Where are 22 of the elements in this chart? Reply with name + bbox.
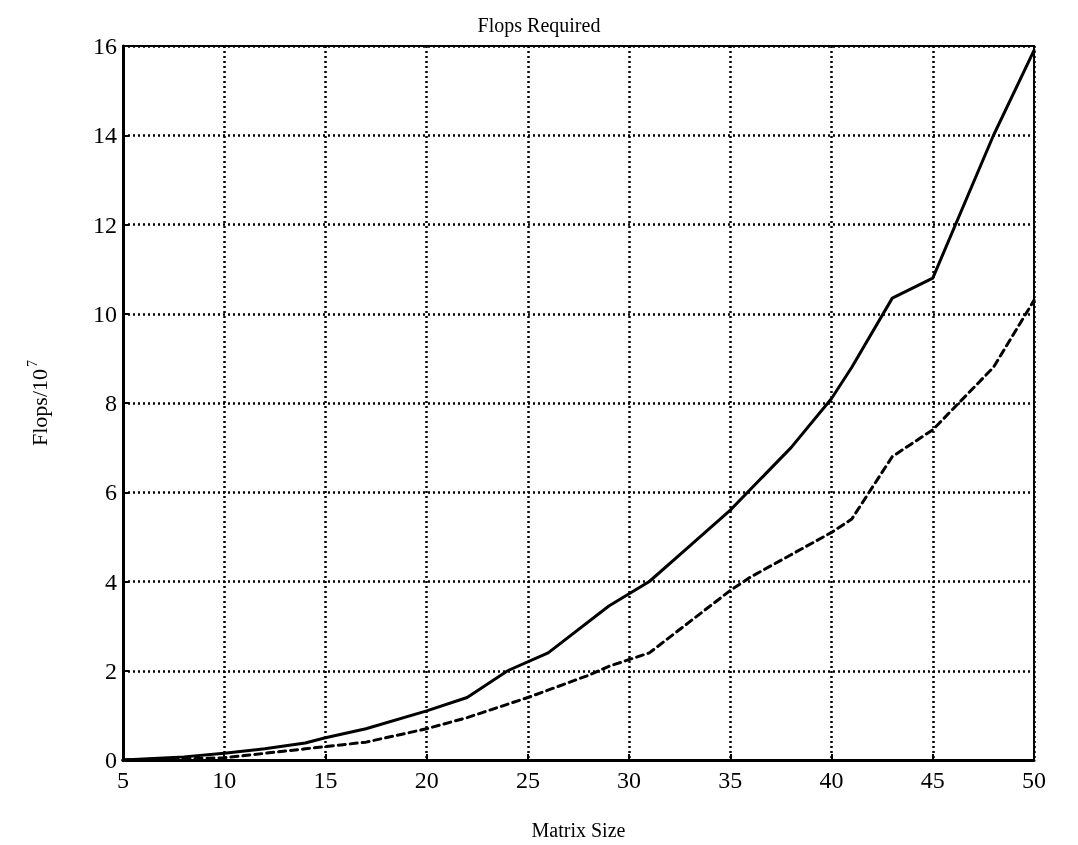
y-axis-title: Flops/107: [24, 359, 52, 447]
y-tick-label: 12: [93, 211, 117, 238]
y-tick-label: 14: [93, 122, 117, 149]
x-tick-label: 25: [515, 767, 540, 793]
x-tick-label: 50: [1022, 767, 1046, 793]
x-tick-label: 15: [313, 767, 338, 793]
y-tick-label: 6: [105, 479, 117, 506]
x-tick-label: 30: [617, 767, 642, 793]
x-tick-label: 10: [212, 767, 237, 793]
x-tick-label: 5: [117, 767, 129, 793]
x-tick-label: 20: [414, 767, 439, 793]
y-tick-label: 16: [93, 33, 117, 59]
y-tick-label: 0: [105, 747, 117, 773]
x-axis-title: Matrix Size: [531, 819, 626, 841]
y-tick-label: 8: [105, 390, 117, 416]
chart-title: Flops Required: [477, 14, 601, 37]
y-tick-label: 10: [93, 300, 117, 327]
y-tick-label: 4: [105, 568, 117, 595]
x-tick-label: 45: [920, 767, 945, 793]
y-tick-label: 2: [105, 657, 117, 684]
x-tick-label: 40: [819, 767, 844, 793]
x-tick-label: 35: [718, 767, 743, 793]
